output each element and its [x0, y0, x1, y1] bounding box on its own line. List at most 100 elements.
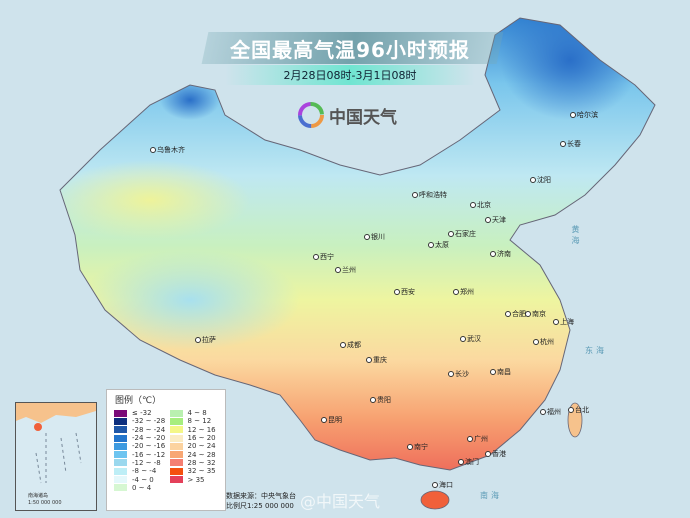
subtitle-banner	[225, 65, 475, 85]
legend-label: ≤ -32	[132, 409, 152, 418]
data-source: 数据来源：中央气象台	[226, 492, 296, 500]
legend-label: -20 ~ -16	[132, 442, 166, 451]
logo-text: 中国天气	[329, 107, 397, 128]
legend-label: -32 ~ -28	[132, 417, 166, 426]
watermark: @中国天气	[300, 492, 381, 511]
legend-swatch	[169, 467, 183, 475]
page-subtitle: 2月28日08时-3月1日08时	[283, 69, 417, 82]
legend-swatch	[114, 442, 127, 450]
city-label: 郑州	[453, 287, 474, 297]
legend-swatch	[114, 434, 127, 442]
legend-label: 20 ~ 24	[187, 442, 216, 451]
legend: 图例（℃） ≤ -32 -32 ~ -28 -28 ~ -24 -24 ~ -20 -2…	[106, 389, 226, 511]
inset-map	[16, 403, 96, 484]
legend-swatch	[169, 459, 183, 467]
city-label: 西宁	[313, 252, 334, 262]
city-label: 石家庄	[448, 229, 476, 239]
legend-item: -24 ~ -20	[114, 434, 170, 442]
legend-item: 32 ~ 35	[169, 467, 226, 476]
legend-item: 4 ~ 8	[169, 409, 226, 418]
legend-label: -4 ~ 0	[132, 475, 154, 484]
legend-swatch	[114, 417, 127, 425]
legend-label: 24 ~ 28	[187, 450, 216, 459]
city-label: 杭州	[533, 337, 554, 347]
legend-label: -28 ~ -24	[132, 425, 166, 434]
city-label: 香港	[485, 449, 506, 459]
legend-label: 12 ~ 16	[187, 425, 216, 434]
china-weather-swirl-logo-icon	[298, 102, 324, 128]
city-label: 台北	[568, 405, 589, 415]
legend-label: > 35	[187, 475, 205, 484]
legend-item: -20 ~ -16	[114, 442, 170, 450]
legend-swatch	[114, 467, 127, 475]
city-label: 呼和浩特	[412, 190, 447, 200]
legend-item: > 35	[169, 475, 226, 484]
legend-swatch	[114, 476, 127, 484]
city-label: 南宁	[407, 442, 428, 452]
city-label: 福州	[540, 407, 561, 417]
legend-item: -32 ~ -28	[114, 417, 170, 425]
sea-label-yellow: 黄海	[571, 225, 580, 247]
legend-swatch	[169, 451, 183, 459]
city-label: 武汉	[460, 334, 481, 344]
legend-item: 0 ~ 4	[114, 484, 170, 492]
legend-item: -12 ~ -8	[114, 459, 170, 467]
legend-items: ≤ -32 -32 ~ -28 -28 ~ -24 -24 ~ -20 -20 ~ -1…	[107, 409, 225, 492]
page-title: 全国最高气温96小时预报	[230, 38, 470, 62]
legend-item: -16 ~ -12	[114, 450, 170, 459]
country-border	[59, 17, 656, 471]
legend-swatch	[114, 426, 127, 434]
legend-swatch	[169, 426, 183, 434]
legend-swatch	[169, 417, 183, 425]
city-label: 济南	[490, 249, 511, 259]
legend-item: ≤ -32	[114, 409, 170, 417]
city-label: 广州	[467, 434, 488, 444]
city-label: 天津	[485, 215, 506, 225]
legend-label: 28 ~ 32	[187, 458, 216, 467]
legend-swatch	[114, 451, 127, 459]
city-label: 沈阳	[530, 175, 551, 185]
city-label: 南昌	[490, 367, 511, 377]
legend-swatch	[169, 476, 183, 484]
map-scale: 比例尺1:25 000 000	[226, 502, 294, 510]
city-label: 北京	[470, 200, 491, 210]
legend-label: -24 ~ -20	[132, 434, 166, 443]
legend-label: 32 ~ 35	[187, 467, 216, 476]
city-label: 太原	[428, 240, 449, 250]
city-label: 长春	[560, 139, 581, 149]
city-label: 哈尔滨	[570, 110, 598, 120]
inset-scale: 1:50 000 000	[28, 500, 62, 506]
china-weather-logo: 中国天气	[298, 102, 397, 128]
legend-item: 8 ~ 12	[169, 417, 226, 426]
legend-title: 图例（℃）	[115, 396, 162, 406]
hainan-island	[420, 490, 450, 510]
legend-item: 24 ~ 28	[169, 450, 226, 459]
city-label: 澳门	[458, 457, 479, 467]
legend-label: 8 ~ 12	[187, 417, 212, 426]
legend-item: 28 ~ 32	[169, 458, 226, 467]
city-label: 海口	[432, 480, 453, 490]
sea-label-south: 南海	[480, 491, 502, 500]
legend-label: 4 ~ 8	[187, 409, 207, 418]
inset-caption: 南海诸岛	[28, 493, 49, 499]
legend-item: 12 ~ 16	[169, 425, 226, 434]
city-label: 上海	[553, 317, 574, 327]
legend-label: -8 ~ -4	[132, 467, 157, 476]
city-label: 拉萨	[195, 335, 216, 345]
city-label: 兰州	[335, 265, 356, 275]
city-label: 昆明	[321, 415, 342, 425]
legend-swatch	[169, 442, 183, 450]
city-label: 西安	[394, 287, 415, 297]
city-label: 南京	[525, 309, 546, 319]
legend-label: 16 ~ 20	[187, 434, 216, 443]
legend-item: 20 ~ 24	[169, 442, 226, 451]
legend-label: -12 ~ -8	[132, 458, 161, 467]
legend-item: -8 ~ -4	[114, 467, 170, 475]
legend-label: -16 ~ -12	[132, 450, 166, 459]
city-label: 银川	[364, 232, 385, 242]
legend-swatch	[169, 434, 183, 442]
legend-item: -28 ~ -24	[114, 426, 170, 434]
legend-item: -4 ~ 0	[114, 475, 170, 484]
legend-label: 0 ~ 4	[132, 483, 152, 492]
south-china-sea-inset: 南海诸岛 1:50 000 000	[15, 402, 97, 511]
